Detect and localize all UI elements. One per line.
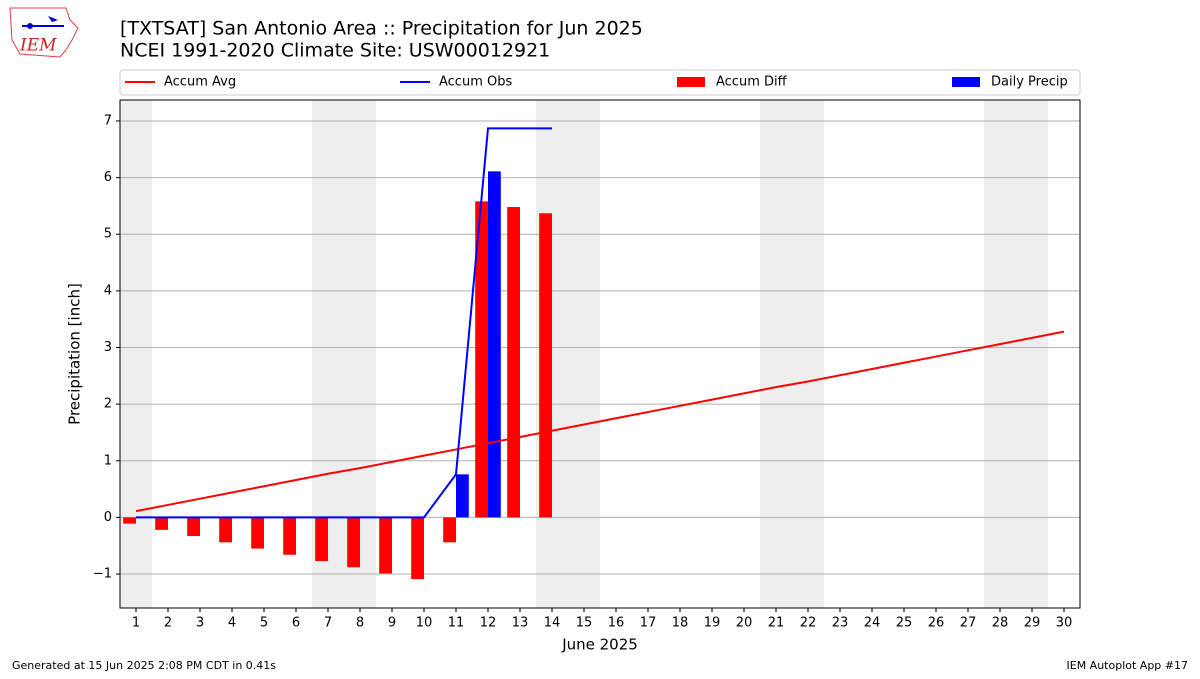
x-tick-label: 27: [960, 616, 977, 631]
bar: [315, 517, 328, 561]
bar: [251, 517, 264, 549]
x-tick-label: 23: [832, 616, 849, 631]
x-tick-label: 30: [1056, 616, 1073, 631]
legend-label: Accum Avg: [164, 75, 236, 90]
x-tick-label: 16: [608, 616, 625, 631]
legend-label: Accum Obs: [439, 75, 512, 90]
bar: [456, 474, 469, 518]
x-axis-label: June 2025: [561, 636, 638, 654]
bar: [411, 517, 424, 580]
chart-title: [TXTSAT] San Antonio Area :: Precipitati…: [120, 18, 643, 40]
x-tick-label: 5: [260, 616, 268, 631]
legend-swatch: [677, 77, 705, 87]
x-tick-label: 28: [992, 616, 1009, 631]
x-tick-label: 7: [324, 616, 332, 631]
bar: [379, 517, 392, 574]
x-tick-label: 25: [896, 616, 913, 631]
x-tick-label: 10: [416, 616, 433, 631]
bar: [155, 517, 168, 530]
weekend-shade: [120, 100, 152, 608]
x-tick-label: 6: [292, 616, 300, 631]
weekend-shade: [760, 100, 824, 608]
legend-label: Daily Precip: [991, 75, 1068, 90]
legend-label: Accum Diff: [716, 75, 788, 90]
footer-right: IEM Autoplot App #17: [1067, 659, 1189, 672]
y-tick-label: 7: [104, 113, 112, 128]
bar: [283, 517, 296, 555]
y-tick-label: 2: [104, 397, 112, 412]
x-tick-label: 3: [196, 616, 204, 631]
bar: [507, 207, 520, 518]
y-axis-label: Precipitation [inch]: [66, 283, 84, 425]
x-tick-label: 12: [480, 616, 497, 631]
line: [136, 127, 552, 519]
y-tick-label: −1: [93, 567, 112, 582]
bar: [347, 517, 360, 568]
x-tick-label: 22: [800, 616, 817, 631]
x-tick-label: 15: [576, 616, 593, 631]
x-tick-label: 19: [704, 616, 721, 631]
line: [135, 330, 1065, 513]
x-tick-label: 17: [640, 616, 657, 631]
x-tick-label: 8: [356, 616, 364, 631]
y-tick-label: 1: [104, 453, 112, 468]
x-tick-label: 21: [768, 616, 785, 631]
bar: [187, 517, 200, 537]
legend-swatch: [952, 77, 980, 87]
x-tick-label: 29: [1024, 616, 1041, 631]
y-tick-label: 4: [104, 283, 112, 298]
bar: [219, 517, 232, 543]
plot-frame: [119, 99, 1081, 609]
x-tick-label: 4: [228, 616, 236, 631]
x-tick-label: 18: [672, 616, 689, 631]
weekend-shade: [984, 100, 1048, 608]
legend: [119, 69, 1081, 96]
x-tick-label: 20: [736, 616, 753, 631]
y-tick-label: 0: [104, 510, 112, 525]
x-tick-label: 14: [544, 616, 561, 631]
x-tick-label: 11: [448, 616, 465, 631]
bar: [488, 171, 501, 518]
x-tick-label: 26: [928, 616, 945, 631]
y-tick-label: 5: [104, 227, 112, 242]
chart-subtitle: NCEI 1991-2020 Climate Site: USW00012921: [120, 40, 550, 62]
bar: [539, 213, 552, 518]
bar: [443, 517, 456, 543]
logo-text: IEM: [19, 36, 57, 56]
footer-left: Generated at 15 Jun 2025 2:08 PM CDT in …: [12, 659, 276, 672]
y-tick-label: 6: [104, 170, 112, 185]
bar: [475, 201, 488, 518]
x-tick-label: 9: [388, 616, 396, 631]
logo: IEM: [9, 7, 79, 58]
y-tick-label: 3: [104, 340, 112, 355]
x-tick-label: 1: [132, 616, 140, 631]
x-tick-label: 13: [512, 616, 529, 631]
x-tick-label: 2: [164, 616, 172, 631]
bar: [123, 517, 136, 524]
x-tick-label: 24: [864, 616, 881, 631]
